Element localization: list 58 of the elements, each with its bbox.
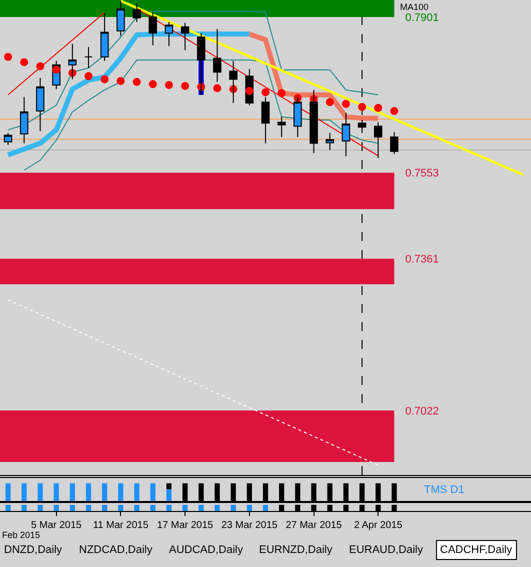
candlestick <box>180 22 190 51</box>
candlestick <box>132 2 141 22</box>
point <box>132 78 141 86</box>
point <box>164 81 173 90</box>
candlestick <box>20 96 28 144</box>
x-tick-label: 2 Apr 2015 <box>354 520 403 531</box>
candlestick <box>342 112 350 157</box>
x-tick-label: 5 Mar 2015 <box>31 520 82 531</box>
point <box>181 82 190 90</box>
annotation: TMS D1 <box>424 484 464 496</box>
candlestick <box>213 28 222 82</box>
text: Feb 2015 <box>2 530 40 540</box>
x-tick-label: 17 Mar 2015 <box>156 520 214 531</box>
point <box>262 88 270 96</box>
point <box>326 98 334 106</box>
candlestick <box>374 122 382 159</box>
candlestick <box>390 132 398 155</box>
point <box>213 84 222 92</box>
x-tick-label: 11 Mar 2015 <box>92 520 149 531</box>
candlestick <box>148 12 158 46</box>
point <box>358 103 366 111</box>
annotation: MA100 <box>400 2 429 12</box>
text: DNZD,Daily <box>4 544 63 556</box>
x-tick-label: 23 Mar 2015 <box>221 520 278 531</box>
line-series <box>8 10 379 130</box>
candlestick <box>277 116 286 138</box>
point <box>245 86 254 95</box>
candlestick <box>164 21 174 47</box>
text: NZDCAD,Daily <box>79 544 153 556</box>
point <box>390 107 398 116</box>
text: EURNZD,Daily <box>259 544 333 556</box>
point <box>84 72 92 80</box>
candlestick <box>326 132 334 150</box>
text: EURAUD,Daily <box>349 544 424 556</box>
candlestick <box>84 46 93 69</box>
candlestick <box>4 132 12 146</box>
point <box>52 66 60 74</box>
y-tick-label: 0.7901 <box>405 12 439 24</box>
point <box>374 104 382 112</box>
candlestick <box>100 12 109 62</box>
x-tick-label: 27 Mar 2015 <box>286 520 342 531</box>
y-tick-label: 0.7553 <box>405 168 439 180</box>
point <box>36 62 44 70</box>
line-series <box>24 59 379 171</box>
point <box>20 58 28 66</box>
candlestick <box>116 0 125 36</box>
point <box>4 52 12 61</box>
point <box>342 100 350 108</box>
candlestick <box>261 96 270 144</box>
point <box>278 89 286 98</box>
y-tick-label: 0.7022 <box>405 405 439 418</box>
text: CADCHF,Daily <box>440 544 513 556</box>
y-tick-label: 0.7361 <box>405 254 439 266</box>
point <box>116 77 125 86</box>
candlestick <box>36 77 44 132</box>
point <box>100 75 109 84</box>
point <box>148 80 157 88</box>
text: AUDCAD,Daily <box>169 544 244 556</box>
